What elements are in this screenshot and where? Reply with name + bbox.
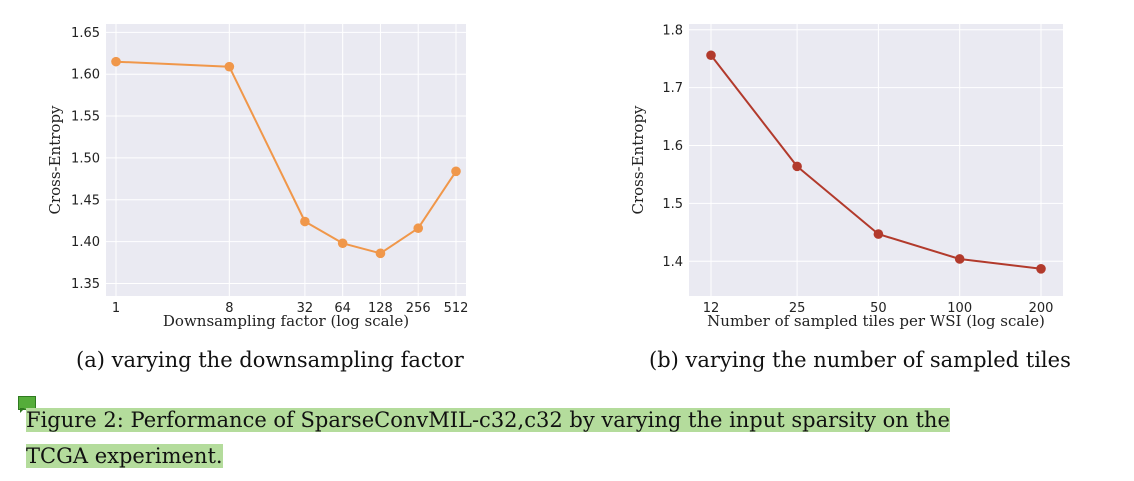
chart-a-ytick-label-2: 1.45 (71, 193, 100, 208)
chart-a-ytick-label-3: 1.50 (71, 151, 100, 166)
chart-a-x-axis-title: Downsampling factor (log scale) (163, 312, 409, 330)
chart-b-y-axis-title: Cross-Entropy (629, 105, 647, 215)
chart-b-data-point-1 (792, 161, 802, 172)
chart-b-ytick-label-4: 1.8 (662, 23, 683, 38)
chart-a-data-point-0 (111, 56, 121, 67)
chart-a-ytick-label-1: 1.40 (71, 235, 100, 250)
chart-b-data-point-0 (706, 50, 716, 61)
chart-a-data-point-3 (337, 238, 348, 249)
chart-b-ytick-label-3: 1.7 (662, 81, 683, 96)
chart-b-data-point-3 (954, 254, 965, 264)
chart-a-xtick-label-1: 8 (225, 301, 233, 316)
chart-a-xtick-label-2: 32 (297, 301, 314, 316)
figure-caption: Figure 2: Performance of SparseConvMIL-c… (26, 402, 1110, 474)
chart-b-data-point-2 (873, 229, 884, 239)
chart-a-data-point-1 (224, 61, 235, 72)
chart-a-ytick-label-4: 1.55 (71, 110, 100, 125)
subcaption-b: (b) varying the number of sampled tiles (649, 348, 1071, 372)
chart-a-xtick-label-0: 1 (112, 301, 120, 316)
chart-b-data-point-4 (1036, 264, 1046, 274)
chart-a-data-point-5 (413, 223, 424, 234)
subcaption-a: (a) varying the downsampling factor (76, 348, 464, 372)
chart-b-ytick-label-2: 1.6 (662, 139, 683, 154)
chart-a-xtick-label-3: 64 (334, 301, 351, 316)
chart-a-data-point-4 (375, 248, 386, 259)
chart-b-xtick-label-3: 100 (947, 301, 972, 316)
figure-caption-line-2: TCGA experiment. (26, 444, 223, 468)
chart-b-xtick-label-0: 12 (703, 301, 720, 316)
chart-b-ytick-label-0: 1.4 (662, 255, 683, 270)
chart-b-ytick-label-1: 1.5 (662, 197, 683, 212)
chart-b-xtick-label-4: 200 (1029, 301, 1054, 316)
chart-downsampling-factor: 1.35 1.40 1.45 1.50 1.55 1.60 1.65 1 8 32 64 128 256… (46, 24, 469, 330)
chart-b-xtick-label-2: 50 (870, 301, 887, 316)
chart-a-plot-area (106, 24, 466, 296)
chart-a-data-point-2 (300, 216, 310, 227)
chart-a-data-point-6 (451, 166, 461, 177)
chart-a-y-axis-title: Cross-Entropy (46, 105, 64, 215)
chart-a-xtick-label-6: 512 (444, 301, 469, 316)
chart-b-xtick-label-1: 25 (789, 301, 806, 316)
figure-caption-line-1: Figure 2: Performance of SparseConvMIL-c… (26, 408, 950, 432)
chart-b-x-axis-title: Number of sampled tiles per WSI (log sca… (707, 312, 1045, 330)
chart-a-ytick-label-0: 1.35 (71, 277, 100, 292)
chart-a-xtick-label-4: 128 (368, 301, 393, 316)
chart-a-ytick-label-6: 1.65 (71, 26, 100, 41)
chart-a-xtick-label-5: 256 (406, 301, 431, 316)
chart-a-ytick-label-5: 1.60 (71, 68, 100, 83)
chart-b-plot-area (689, 24, 1063, 296)
